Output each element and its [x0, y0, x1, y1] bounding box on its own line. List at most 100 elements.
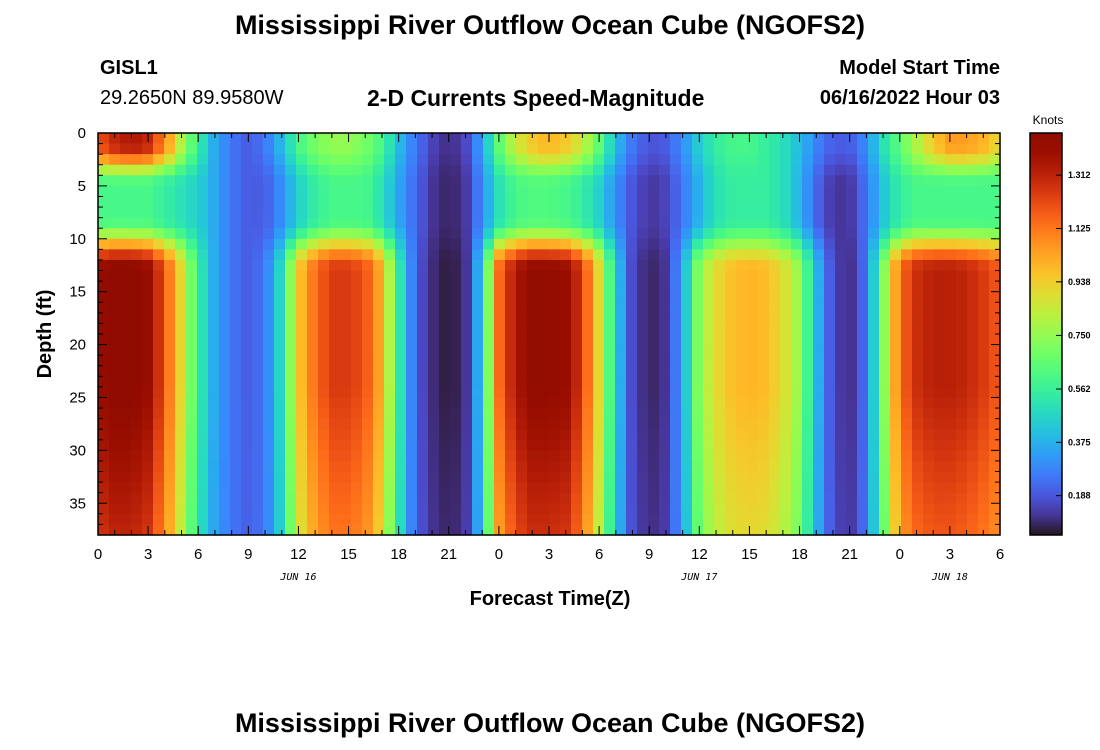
heatmap-cell [571, 429, 583, 441]
heatmap-cell [593, 513, 605, 526]
heatmap-cell [318, 524, 330, 536]
heatmap-cell [395, 429, 407, 441]
heatmap-cell [131, 503, 143, 515]
heatmap-cell [912, 238, 924, 250]
heatmap-cell [98, 270, 110, 282]
heatmap-cell [912, 259, 924, 272]
heatmap-cell [978, 154, 990, 166]
heatmap-cell [857, 429, 869, 441]
heatmap-cell [450, 482, 462, 494]
heatmap-cell [131, 397, 143, 409]
heatmap-cell [472, 524, 484, 536]
heatmap-cell [505, 154, 517, 166]
heatmap-cell [274, 154, 286, 166]
heatmap-cell [725, 291, 737, 303]
heatmap-cell [615, 408, 627, 420]
heatmap-cell [285, 397, 297, 409]
heatmap-cell [648, 259, 660, 272]
heatmap-cell [98, 450, 110, 462]
heatmap-cell [978, 207, 990, 219]
heatmap-cell [285, 154, 297, 166]
heatmap-cell [527, 312, 539, 325]
heatmap-cell [890, 460, 902, 473]
heatmap-cell [593, 281, 605, 293]
heatmap-cell [208, 386, 220, 399]
heatmap-cell [219, 249, 231, 261]
heatmap-cell [956, 133, 968, 145]
heatmap-cell [967, 323, 979, 335]
heatmap-cell [98, 133, 110, 145]
heatmap-cell [989, 355, 1001, 367]
heatmap-cell [428, 323, 440, 335]
heatmap-cell [186, 207, 198, 219]
heatmap-cell [857, 228, 869, 240]
heatmap-cell [725, 344, 737, 356]
heatmap-cell [846, 503, 858, 515]
heatmap-cell [681, 408, 693, 420]
heatmap-cell [593, 143, 605, 155]
heatmap-cell [560, 376, 572, 388]
heatmap-cell [461, 207, 473, 219]
heatmap-cell [505, 418, 517, 430]
heatmap-cell [340, 492, 352, 504]
heatmap-cell [142, 154, 154, 166]
heatmap-cell [483, 344, 495, 356]
heatmap-cell [835, 503, 847, 515]
heatmap-cell [945, 460, 957, 473]
heatmap-cell [967, 386, 979, 399]
heatmap-cell [967, 408, 979, 420]
heatmap-cell [373, 418, 385, 430]
heatmap-cell [637, 207, 649, 219]
heatmap-cell [857, 185, 869, 198]
heatmap-cell [989, 143, 1001, 155]
heatmap-cell [670, 249, 682, 261]
heatmap-cell [406, 312, 418, 325]
footer-title: Mississippi River Outflow Ocean Cube (NG… [234, 708, 866, 738]
heatmap-cell [549, 196, 561, 208]
heatmap-cell [846, 196, 858, 208]
heatmap-cell [186, 503, 198, 515]
heatmap-cell [934, 334, 946, 346]
heatmap-cell [164, 154, 176, 166]
heatmap-cell [857, 312, 869, 325]
colorbar-tick-label: 0.188 [1068, 491, 1091, 501]
heatmap-cell [692, 185, 704, 198]
heatmap-cell [725, 217, 737, 229]
heatmap-cell [120, 503, 132, 515]
heatmap-cell [714, 503, 726, 515]
heatmap-cell [571, 228, 583, 240]
heatmap-cell [582, 450, 594, 462]
heatmap-cell [967, 133, 979, 145]
heatmap-cell [824, 524, 836, 536]
heatmap-cell [934, 376, 946, 388]
heatmap-cell [912, 164, 924, 176]
heatmap-cell [208, 323, 220, 335]
heatmap-cell [923, 164, 935, 176]
heatmap-cell [120, 302, 132, 314]
heatmap-cell [219, 524, 231, 536]
heatmap-cell [428, 207, 440, 219]
heatmap-cell [197, 450, 209, 462]
heatmap-cell [769, 334, 781, 346]
heatmap-cell [131, 471, 143, 483]
heatmap-cell [560, 429, 572, 441]
heatmap-cell [758, 185, 770, 198]
heatmap-cell [120, 207, 132, 219]
heatmap-cell [736, 471, 748, 483]
heatmap-cell [989, 238, 1001, 250]
heatmap-cell [395, 217, 407, 229]
heatmap-cell [241, 418, 253, 430]
heatmap-cell [175, 238, 187, 250]
heatmap-cell [384, 164, 396, 176]
heatmap-cell [681, 482, 693, 494]
heatmap-cell [538, 228, 550, 240]
heatmap-cell [945, 471, 957, 483]
heatmap-cell [681, 429, 693, 441]
heatmap-cell [703, 418, 715, 430]
heatmap-cell [923, 376, 935, 388]
heatmap-cell [527, 408, 539, 420]
heatmap-cell [626, 323, 638, 335]
heatmap-cell [538, 524, 550, 536]
heatmap-cell [945, 143, 957, 155]
heatmap-cell [142, 376, 154, 388]
